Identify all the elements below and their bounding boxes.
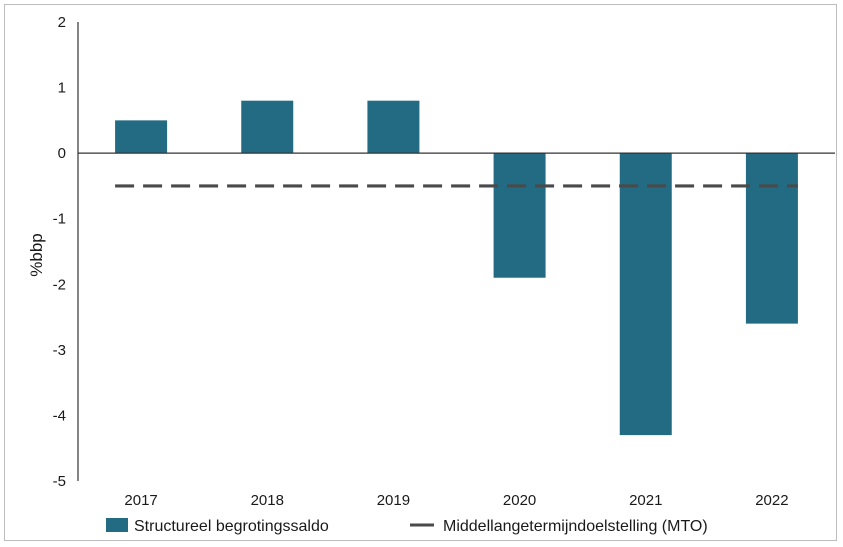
bar-2021: [619, 153, 672, 436]
bar-2018: [241, 100, 294, 154]
y-tick-label: -1: [53, 211, 66, 228]
legend: Structureel begrotingssaldo Middellanget…: [106, 518, 708, 535]
legend-swatch-bar: [106, 518, 128, 532]
x-tick-label: 2019: [377, 492, 410, 509]
y-axis-ticks: 2 1 0 -1 -2 -3 -4 -5: [53, 14, 66, 490]
x-tick-label: 2020: [503, 492, 536, 509]
y-tick-label: -5: [53, 473, 66, 490]
y-tick-label: -3: [53, 342, 66, 359]
bar-2020: [493, 153, 546, 278]
y-tick-label: 2: [58, 14, 66, 31]
x-tick-label: 2017: [124, 492, 157, 509]
legend-label-line: Middellangetermijndoelstelling (MTO): [443, 518, 708, 535]
x-axis-ticks: 2017 2018 2019 2020 2021 2022: [124, 492, 788, 509]
legend-label-bar: Structureel begrotingssaldo: [134, 518, 329, 535]
bar-2022: [745, 153, 798, 324]
bar-2017: [115, 120, 168, 154]
y-tick-label: 1: [58, 80, 66, 97]
x-tick-label: 2021: [629, 492, 662, 509]
chart-frame: [4, 4, 837, 541]
x-tick-label: 2018: [251, 492, 284, 509]
bar-2019: [367, 100, 420, 154]
x-tick-label: 2022: [755, 492, 788, 509]
bar-series: [115, 100, 798, 436]
y-tick-label: -4: [53, 407, 66, 424]
y-axis-label: %bbp: [27, 233, 46, 276]
y-tick-label: -2: [53, 276, 66, 293]
y-tick-label: 0: [58, 145, 66, 162]
